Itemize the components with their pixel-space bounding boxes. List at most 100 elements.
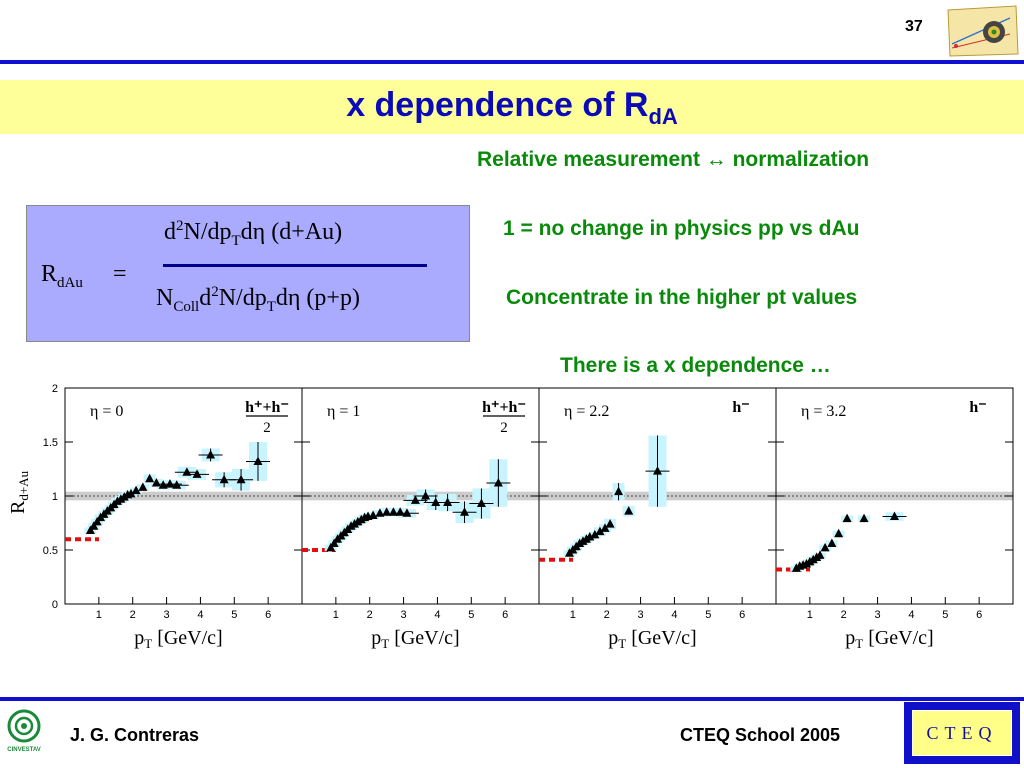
cteq-logo: CTEQ: [904, 702, 1020, 764]
data-point: [182, 467, 192, 476]
note-line-2: 1 = no change in physics pp vs dAu: [503, 217, 860, 240]
data-point: [92, 516, 102, 526]
particle-label: h⁺+h⁻: [245, 399, 289, 416]
particle-label: h⁺+h⁻: [482, 399, 526, 416]
data-point: [476, 498, 486, 508]
note-line-3: Concentrate in the higher pt values: [506, 286, 858, 309]
x-axis-label-main: p: [134, 627, 144, 649]
data-point: [402, 508, 412, 517]
x-tick-label: 2: [604, 609, 610, 621]
data-point: [138, 482, 148, 491]
y-tick-label: 2: [52, 383, 58, 395]
y-axis-label-main: R: [7, 500, 29, 514]
x-axis-label: pT [GeV/c]: [608, 627, 696, 651]
data-point: [85, 525, 95, 535]
eta-label: η = 2.2: [564, 403, 609, 420]
detector-logo-icon: [947, 5, 1019, 57]
x-tick-label: 3: [875, 609, 881, 621]
y-axis-label: Rd+Au: [7, 470, 31, 514]
x-tick-label: 1: [96, 609, 102, 621]
data-point: [126, 488, 136, 498]
x-axis-label-unit: [GeV/c]: [863, 627, 934, 649]
x-tick-label: 6: [976, 609, 982, 621]
x-tick-label: 6: [502, 609, 508, 621]
data-point: [595, 526, 605, 536]
y-tick-label: 1: [52, 491, 58, 503]
cteq-logo-text: CTEQ: [912, 710, 1012, 756]
data-point: [219, 474, 229, 484]
formula-lhs-main: R: [41, 261, 58, 287]
data-point: [605, 519, 615, 528]
formula-equals: =: [113, 261, 127, 287]
x-tick-label: 5: [468, 609, 474, 621]
data-point: [859, 513, 869, 523]
x-axis-label-unit: [GeV/c]: [626, 627, 697, 649]
formula-lhs-sub: dAu: [57, 274, 83, 291]
y-tick-label: 0: [52, 599, 58, 611]
title-band: [0, 80, 1024, 134]
slide-number: 37: [905, 18, 923, 35]
y-axis-label-sub: d+Au: [16, 470, 31, 500]
data-point: [145, 473, 155, 483]
data-point: [624, 506, 634, 515]
data-point: [600, 523, 610, 532]
fraction-bar: [163, 264, 427, 267]
data-point: [820, 542, 830, 552]
x-tick-label: 4: [671, 609, 677, 621]
data-point: [326, 542, 336, 552]
eta-label: η = 3.2: [801, 403, 846, 420]
x-axis-label-sub: T: [618, 636, 626, 651]
x-tick-label: 4: [197, 609, 203, 621]
particle-label-den: 2: [500, 420, 508, 436]
x-tick-label: 4: [434, 609, 440, 621]
num-sub: T: [231, 232, 241, 249]
formula-numerator: d2N/dpTdη (d+Au): [164, 218, 342, 250]
data-point: [131, 485, 141, 495]
num-a: d: [164, 219, 176, 245]
data-point: [460, 507, 470, 516]
data-point: [368, 510, 378, 519]
x-tick-label: 6: [739, 609, 745, 621]
x-axis-label-sub: T: [855, 636, 863, 651]
x-axis-label-unit: [GeV/c]: [152, 627, 223, 649]
x-tick-label: 3: [164, 609, 170, 621]
x-axis-label-sub: T: [144, 636, 152, 651]
formula-denominator: NColld2N/dpTdη (p+p): [156, 284, 360, 316]
num-b: N/dp: [183, 219, 232, 245]
x-tick-label: 2: [130, 609, 136, 621]
footer-author: J. G. Contreras: [70, 725, 200, 745]
data-point: [443, 497, 453, 506]
eta-label: η = 1: [327, 403, 360, 420]
x-tick-label: 6: [265, 609, 271, 621]
data-point: [614, 486, 624, 496]
x-tick-label: 5: [942, 609, 948, 621]
data-point: [172, 480, 182, 489]
data-point: [375, 508, 385, 517]
x-axis-label: pT [GeV/c]: [371, 627, 459, 651]
reference-band: [65, 491, 302, 501]
den-c: N/dp: [218, 285, 267, 311]
data-point: [815, 550, 825, 559]
data-point: [421, 491, 431, 500]
x-tick-label: 1: [570, 609, 576, 621]
particle-label: h⁻: [969, 399, 986, 416]
data-point: [590, 529, 600, 539]
x-axis-label: pT [GeV/c]: [845, 627, 933, 651]
slide-title: x dependence of RdA: [0, 86, 1024, 130]
formula-box: RdAu = d2N/dpTdη (d+Au) NColld2N/dpTdη (…: [26, 205, 470, 342]
slide-title-sub: dA: [648, 103, 678, 129]
data-point: [827, 538, 837, 548]
den-d: dη (p+p): [275, 285, 360, 311]
data-point: [585, 532, 595, 541]
den-sub2: T: [266, 298, 276, 315]
x-axis-label-unit: [GeV/c]: [389, 627, 460, 649]
cinvestav-text: CINVESTAV: [7, 747, 40, 753]
note-line-1: Relative measurement ↔ normalization: [477, 148, 870, 171]
data-point: [834, 528, 844, 538]
x-axis-label-main: p: [371, 627, 381, 649]
data-point: [206, 449, 216, 459]
data-point: [653, 466, 662, 475]
den-sub1: Coll: [173, 298, 200, 315]
data-point: [253, 456, 263, 465]
